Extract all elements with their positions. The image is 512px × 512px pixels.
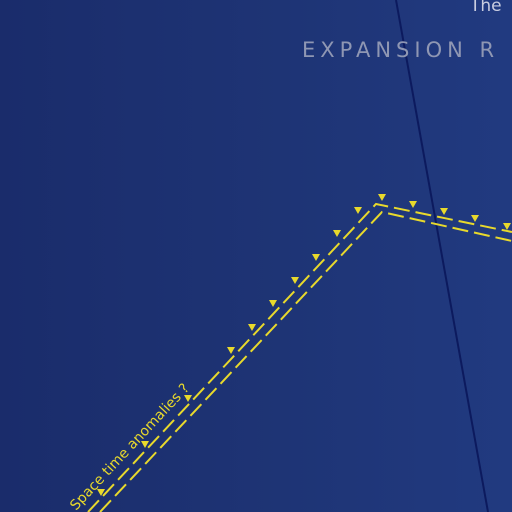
dark-diagonal-line: [395, 0, 489, 512]
triangle-marker-icon: [378, 194, 386, 201]
annotation-label: Space time anomalies ?: [67, 381, 193, 512]
triangle-marker-icon: [184, 395, 192, 402]
dashed-path-lower: [99, 210, 512, 512]
triangle-marker-icon: [440, 208, 448, 215]
triangle-marker-icon: [248, 324, 256, 331]
triangle-marker-icon: [227, 347, 235, 354]
diagram-heading: EXPANSION R: [302, 38, 500, 62]
triangle-marker-icon: [354, 207, 362, 214]
triangle-markers: [97, 194, 511, 496]
triangle-marker-icon: [141, 441, 149, 448]
triangle-marker-icon: [471, 215, 479, 222]
triangle-marker-icon: [333, 230, 341, 237]
triangle-marker-icon: [503, 223, 511, 230]
triangle-marker-icon: [97, 489, 105, 496]
triangle-marker-icon: [269, 300, 277, 307]
dashed-path-upper: [87, 202, 512, 512]
corner-text: The: [470, 0, 502, 16]
triangle-marker-icon: [291, 277, 299, 284]
triangle-marker-icon: [312, 254, 320, 261]
triangle-marker-icon: [409, 201, 417, 208]
